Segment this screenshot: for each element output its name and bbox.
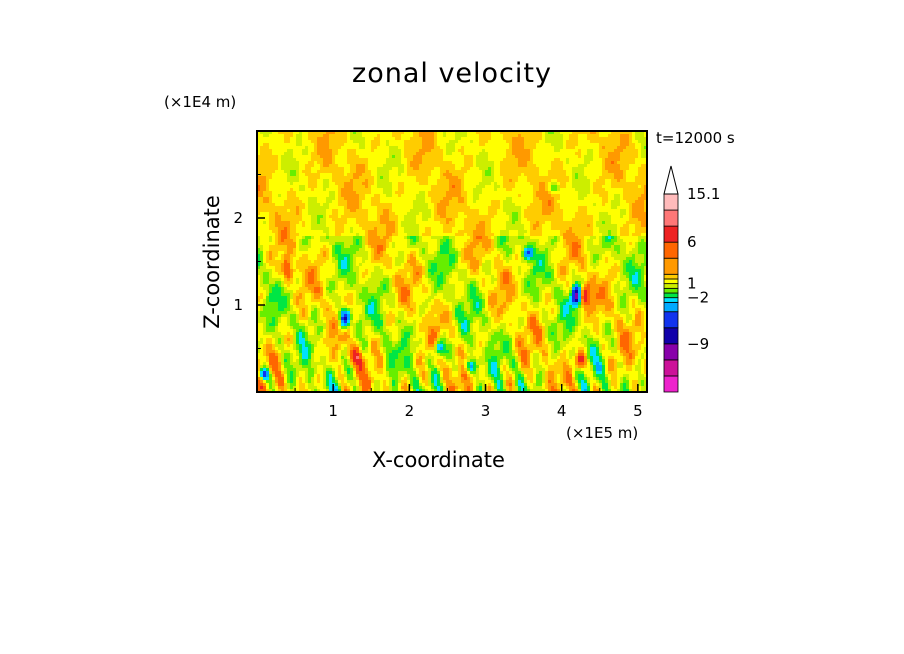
colorbar-bin: [663, 273, 679, 280]
y-tick-label: 1: [233, 296, 243, 314]
x-tick-label: 4: [557, 402, 567, 420]
colorbar-bin: [663, 311, 679, 329]
colorbar-extend-max: [663, 165, 679, 195]
y-tick-label: 2: [233, 209, 243, 227]
y-scale-label: (×1E4 m): [164, 93, 237, 111]
colorbar-bin: [663, 241, 679, 259]
colorbar: 15.1 6 1−2 −9: [663, 165, 720, 393]
x-axis-label: X-coordinate: [372, 448, 505, 472]
colorbar-label: 6: [687, 233, 697, 251]
x-ticks: 1 2 3 4 5: [294, 384, 643, 420]
colorbar-bin: [663, 343, 679, 361]
colorbar-bin: [663, 292, 679, 299]
x-tick-label: 5: [633, 402, 643, 420]
colorbar-bin: [663, 257, 679, 275]
x-scale-label: (×1E5 m): [566, 424, 639, 442]
x-tick-label: 2: [405, 402, 415, 420]
colorbar-label: 1: [687, 275, 697, 293]
x-tick-label: 3: [481, 402, 491, 420]
colorbar-bin: [663, 209, 679, 227]
colorbar-label: 15.1: [687, 185, 720, 203]
time-label: t=12000 s: [656, 129, 735, 147]
chart-title: zonal velocity: [352, 58, 552, 89]
colorbar-bin: [663, 283, 679, 289]
colorbar-label: −9: [687, 335, 709, 353]
colorbar-bin: [663, 225, 679, 243]
x-tick-label: 1: [328, 402, 338, 420]
colorbar-bin: [663, 278, 679, 285]
colorbar-label: −2: [687, 289, 709, 307]
y-ticks: 12: [233, 174, 265, 349]
colorbar-bin: [663, 327, 679, 345]
colorbar-bin: [663, 301, 679, 313]
heatmap-field: [257, 131, 647, 392]
colorbar-bin: [663, 287, 679, 294]
colorbar-bin: [663, 375, 679, 393]
colorbar-bin: [663, 193, 679, 211]
colorbar-bin: [663, 297, 679, 303]
colorbar-bin: [663, 359, 679, 377]
